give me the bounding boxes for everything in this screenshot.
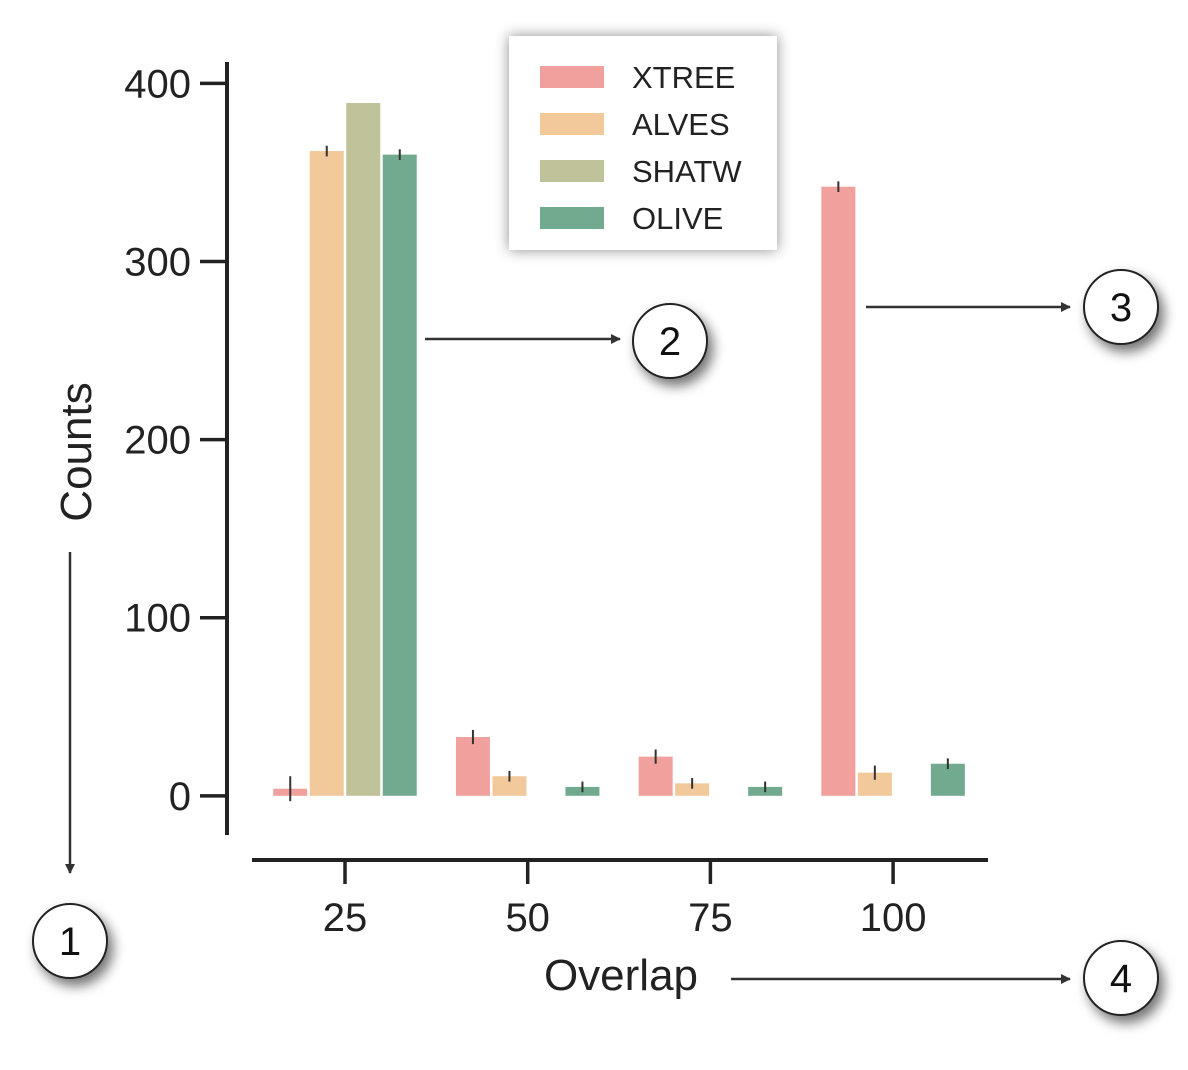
x-tick-label: 75 xyxy=(688,896,733,940)
y-tick-label: 0 xyxy=(169,775,191,819)
legend-label-alves: ALVES xyxy=(632,107,730,142)
marker-1: 1 xyxy=(32,903,108,979)
marker-3: 3 xyxy=(1083,269,1159,345)
legend-swatch-xtree xyxy=(540,66,604,88)
y-tick-label: 200 xyxy=(124,419,191,463)
legend-label-shatw: SHATW xyxy=(632,154,742,189)
marker-1-label: 1 xyxy=(59,920,81,964)
marker-2-label: 2 xyxy=(659,320,681,364)
legend: XTREE ALVES SHATW OLIVE xyxy=(509,36,777,250)
bar-alves-75 xyxy=(675,783,710,796)
y-ticks: 0 100 200 300 400 xyxy=(124,62,227,819)
bar-alves-50 xyxy=(492,776,527,796)
bar-shatw-25 xyxy=(346,102,381,796)
x-tick-label: 100 xyxy=(860,896,927,940)
error-bars xyxy=(289,145,949,802)
bar-xtree-100 xyxy=(821,186,856,796)
x-ticks: 25 50 75 100 xyxy=(323,860,927,940)
bar-alves-25 xyxy=(309,151,344,796)
legend-label-olive: OLIVE xyxy=(632,201,723,236)
marker-4-label: 4 xyxy=(1110,957,1132,1001)
y-axis-label: Counts xyxy=(52,382,101,521)
x-tick-label: 50 xyxy=(505,896,550,940)
y-tick-label: 300 xyxy=(124,240,191,284)
bar-alves-100 xyxy=(857,772,892,796)
marker-3-label: 3 xyxy=(1110,286,1132,330)
x-tick-label: 25 xyxy=(323,896,368,940)
x-axis-label: Overlap xyxy=(544,951,698,1000)
legend-swatch-shatw xyxy=(540,160,604,182)
marker-2: 2 xyxy=(632,303,708,379)
legend-swatch-alves xyxy=(540,113,604,135)
bar-olive-25 xyxy=(382,154,417,796)
legend-swatch-olive xyxy=(540,207,604,229)
y-tick-label: 100 xyxy=(124,597,191,641)
y-tick-label: 400 xyxy=(124,62,191,106)
bar-xtree-50 xyxy=(455,737,490,796)
legend-label-xtree: XTREE xyxy=(632,60,735,95)
marker-4: 4 xyxy=(1083,940,1159,1016)
